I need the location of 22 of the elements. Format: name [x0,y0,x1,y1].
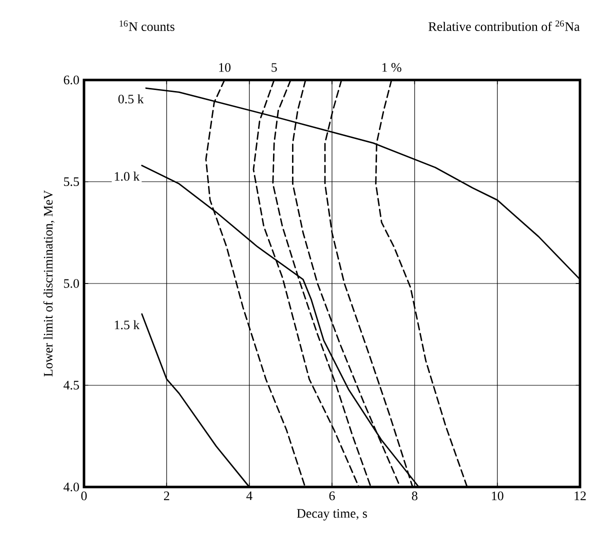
x-tick-label: 10 [492,492,504,500]
series-label: 1.0 k [114,172,140,181]
y-axis-title: Lower limit of discrimination, MeV [43,190,54,376]
y-tick-label: 5.5 [64,177,79,186]
x-tick-label: 2 [164,492,170,500]
series-label: 1.5 k [114,320,140,330]
y-tick-label: 4.5 [64,380,79,390]
y-tick-label: 5.0 [64,279,79,288]
x-tick-label: 12 [574,492,586,500]
x-tick-label: 0 [81,492,87,500]
x-tick-label: 6 [329,492,335,500]
series-label: 1 % [382,63,402,72]
series-label: 5 [272,63,277,72]
y-tick-label: 4.0 [64,482,79,492]
x-axis-title: Decay time, s [296,509,367,520]
series-label: 10 [219,63,231,72]
x-tick-label: 8 [412,492,418,500]
y-tick-label: 6.0 [64,76,79,84]
x-tick-label: 4 [246,492,252,500]
text: Relative contribution of $^{26}$Na [428,20,580,31]
text: $^{16}$N counts [120,20,174,31]
series-label: 0.5 k [118,94,144,104]
